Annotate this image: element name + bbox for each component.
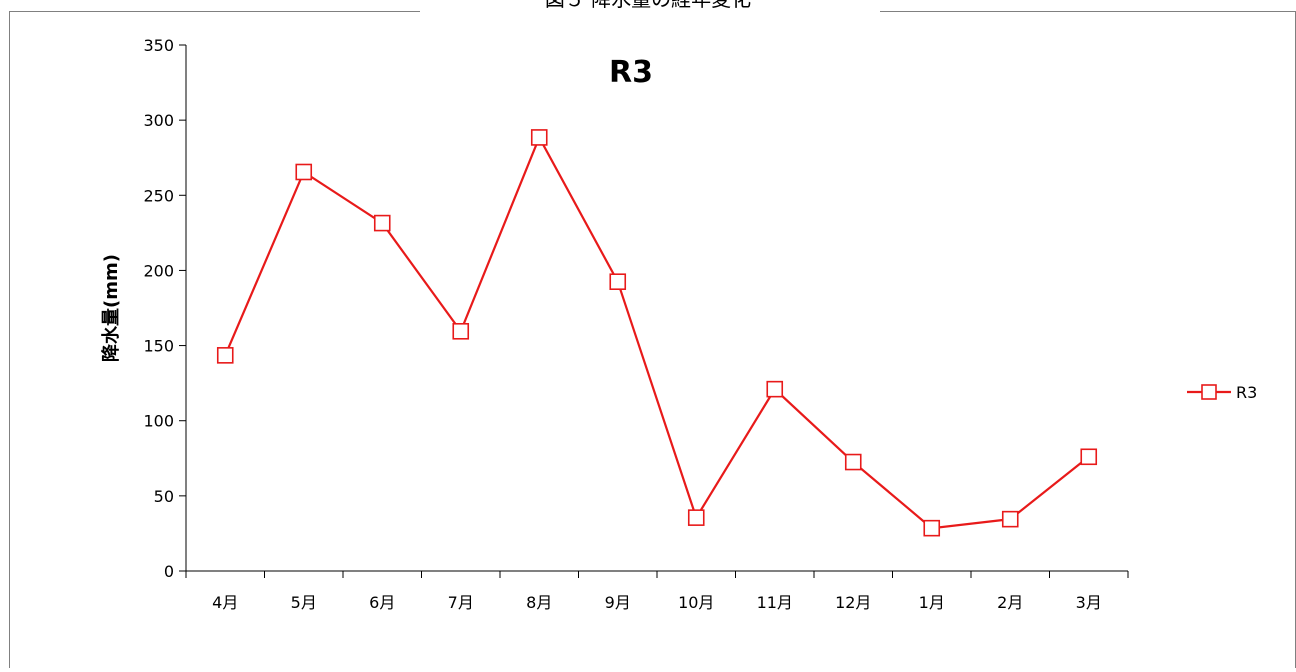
legend-marker — [1201, 384, 1217, 400]
y-tick-label: 200 — [143, 261, 174, 280]
x-tick-label: 7月 — [448, 593, 474, 612]
x-ticks: 4月 5月 6月 7月 8月 9月 10月 11月 12月 1月 2月 3月 — [185, 571, 1129, 612]
x-tick-label: 5月 — [291, 593, 317, 612]
data-point — [923, 519, 941, 537]
y-tick-label: 100 — [143, 412, 174, 431]
data-point — [530, 129, 548, 146]
y-tick-label: 350 — [143, 36, 174, 55]
data-point — [1001, 510, 1019, 528]
x-tick-label: 1月 — [919, 593, 945, 612]
legend: R3 — [1187, 383, 1257, 402]
y-tick-label: 250 — [143, 186, 174, 205]
x-tick-label: 9月 — [605, 593, 631, 612]
x-tick-label: 8月 — [526, 593, 552, 612]
chart-border — [9, 11, 1296, 672]
caption-mask — [420, 0, 880, 14]
chart-title: R3 — [609, 55, 653, 90]
data-point — [609, 273, 627, 291]
x-tick-label: 12月 — [835, 593, 871, 612]
y-ticks: 0 50 100 150 200 250 300 350 — [143, 36, 186, 581]
data-point — [687, 509, 705, 526]
series-layer — [216, 129, 1098, 537]
legend-label: R3 — [1236, 383, 1257, 402]
data-point — [452, 322, 470, 340]
data-point — [844, 453, 862, 471]
x-tick-label: 4月 — [212, 593, 238, 612]
x-tick-label: 6月 — [369, 593, 395, 612]
y-tick-label: 150 — [143, 337, 174, 356]
x-tick-label: 3月 — [1076, 593, 1102, 612]
y-tick-label: 300 — [143, 111, 174, 130]
data-point — [216, 347, 234, 364]
x-tick-label: 2月 — [997, 593, 1023, 612]
data-point — [295, 163, 313, 181]
x-tick-label: 11月 — [757, 593, 793, 612]
data-point — [1080, 448, 1098, 466]
axes — [185, 45, 1128, 572]
chart-caption: 図５ 降水量の経年変化 — [545, 0, 751, 11]
series-line — [224, 134, 1090, 530]
y-tick-label: 50 — [154, 487, 174, 506]
data-point — [373, 214, 391, 232]
y-tick-label: 0 — [164, 562, 174, 581]
x-tick-label: 10月 — [678, 593, 714, 612]
y-axis-label: 降水量(mm) — [100, 254, 122, 362]
data-point — [766, 380, 784, 398]
